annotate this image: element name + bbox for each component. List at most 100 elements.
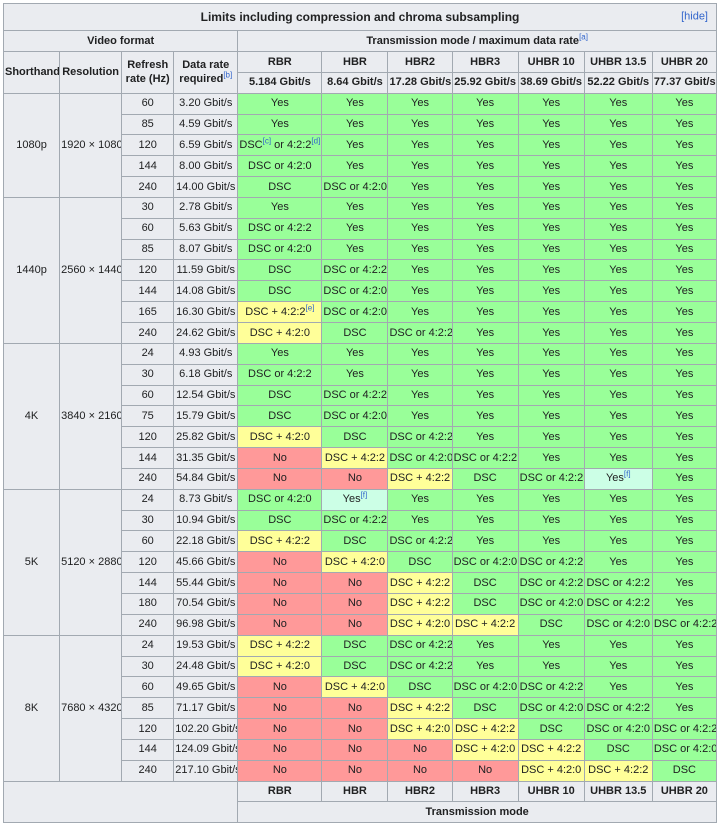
- support-cell: No: [321, 759, 389, 782]
- support-cell: No: [237, 738, 323, 761]
- data-rate-cell: 6.18 Gbit/s: [173, 363, 239, 386]
- support-cell: Yes: [451, 426, 519, 449]
- support-cell: Yes: [387, 488, 453, 511]
- support-cell: DSC: [237, 280, 323, 303]
- support-cell: Yes: [451, 196, 519, 219]
- support-cell: Yes: [321, 155, 389, 178]
- footer-mode-header-hbr: HBR: [321, 780, 389, 803]
- footer-mode-header-hbr2: HBR2: [387, 780, 453, 803]
- support-cell: Yes: [651, 176, 718, 198]
- support-cell: Yes: [651, 697, 718, 720]
- row-5k-120: 120 45.66 Gbit/s No DSC + 4:2:0 DSC DSC or 4:…: [4, 551, 718, 574]
- footnote-ref[interactable]: [e]: [305, 303, 315, 312]
- footnote-ref[interactable]: [f]: [360, 490, 368, 500]
- data-rate-cell: 55.44 Gbit/s: [173, 572, 239, 594]
- title-text: Limits including compression and chroma …: [200, 10, 520, 24]
- resolution-cell: 7680 × 4320: [59, 634, 123, 782]
- support-cell: DSC: [451, 592, 519, 615]
- support-cell: Yes: [583, 447, 653, 469]
- mode-header-uhbr-10: UHBR 10: [517, 51, 585, 73]
- support-cell: DSC + 4:2:2: [387, 467, 453, 490]
- support-cell: Yes: [451, 342, 519, 365]
- footnote-ref[interactable]: [d]: [311, 136, 321, 146]
- support-cell: DSC or 4:2:2: [387, 530, 453, 553]
- refresh-rate-cell: 60: [121, 217, 175, 240]
- data-rate-cell: 15.79 Gbit/s: [173, 405, 239, 428]
- support-cell: Yes: [583, 217, 653, 240]
- row-1440p-165: 165 16.30 Gbit/s DSC + 4:2:2[e] DSC or 4:2:…: [4, 301, 718, 323]
- section-header-row: Video format Transmission mode / maximum…: [2, 30, 717, 53]
- support-cell: Yes: [237, 113, 323, 136]
- footnote-ref[interactable]: [f]: [623, 469, 631, 479]
- refresh-rate-cell: 144: [121, 447, 175, 469]
- support-cell: DSC: [451, 697, 519, 720]
- support-cell: Yes: [517, 155, 585, 178]
- support-cell: DSC or 4:2:0: [237, 488, 323, 511]
- support-cell: Yes: [651, 530, 718, 553]
- support-cell: Yes: [321, 363, 389, 386]
- refresh-rate-cell: 30: [121, 363, 175, 386]
- row-5k-24: 5K 5120 × 2880 24 8.73 Gbit/s DSC or 4:2:0 Ye…: [2, 488, 718, 636]
- mode-header-uhbr-20: UHBR 20: [651, 51, 718, 73]
- row-8k-85: 85 71.17 Gbit/s No No DSC + 4:2:2 DSC DSC or 4…: [4, 697, 718, 720]
- support-cell: Yes: [651, 301, 718, 323]
- support-cell: DSC: [321, 530, 389, 553]
- footer-mode-header-uhbr-13.5: UHBR 13.5: [583, 780, 653, 803]
- support-cell: Yes: [321, 196, 389, 219]
- refresh-rate-cell: 30: [121, 509, 175, 532]
- support-cell: DSC + 4:2:0: [387, 718, 453, 740]
- refresh-rate-cell: 120: [121, 551, 175, 574]
- support-cell: DSC: [517, 613, 585, 636]
- footer-mode-header-uhbr-10: UHBR 10: [517, 780, 585, 803]
- footer-transmission-label: Transmission mode: [237, 801, 717, 824]
- support-cell: DSC + 4:2:2: [321, 447, 389, 469]
- footnote-ref[interactable]: [a]: [579, 32, 588, 42]
- support-cell: DSC or 4:2:2: [517, 676, 585, 699]
- support-cell: DSC or 4:2:0: [387, 447, 453, 469]
- support-cell: Yes: [651, 134, 718, 157]
- footnote-ref[interactable]: [c]: [262, 136, 272, 146]
- support-cell: Yes: [387, 259, 453, 282]
- row-8k-120: 120 102.20 Gbit/s No No DSC + 4:2:0 DSC + 4:2…: [4, 718, 718, 740]
- support-cell: DSC + 4:2:0: [237, 322, 323, 344]
- support-cell: DSC: [583, 738, 653, 761]
- shorthand-cell: 1080p: [2, 92, 61, 198]
- resolution-cell: 1920 × 1080: [59, 92, 123, 198]
- support-cell: No: [321, 467, 389, 490]
- support-cell: Yes: [651, 92, 718, 115]
- support-cell: DSC + 4:2:2: [451, 718, 519, 740]
- row-4k-120: 120 25.82 Gbit/s DSC + 4:2:0 DSC DSC or 4:2:…: [4, 426, 718, 449]
- support-cell: DSC or 4:2:0: [451, 676, 519, 699]
- support-cell: Yes: [651, 280, 718, 303]
- refresh-rate-cell: 30: [121, 196, 175, 219]
- shorthand-cell: 4K: [2, 342, 61, 490]
- support-cell: DSC + 4:2:2: [451, 613, 519, 636]
- refresh-rate-cell: 240: [121, 176, 175, 198]
- mode-header-hbr2: HBR2: [387, 51, 453, 73]
- data-rate-cell: 11.59 Gbit/s: [173, 259, 239, 282]
- row-8k-60: 60 49.65 Gbit/s No DSC + 4:2:0 DSC DSC or 4:2…: [4, 676, 718, 699]
- footer-mode-header-hbr3: HBR3: [451, 780, 519, 803]
- data-rate-cell: 24.62 Gbit/s: [173, 322, 239, 344]
- support-cell: DSC[c] or 4:2:2[d]: [237, 134, 323, 157]
- data-rate-cell: 8.00 Gbit/s: [173, 155, 239, 178]
- support-cell: Yes: [517, 217, 585, 240]
- support-cell: Yes: [387, 217, 453, 240]
- refresh-rate-cell: 24: [121, 634, 175, 657]
- support-cell: Yes: [321, 134, 389, 157]
- support-cell: Yes: [583, 676, 653, 699]
- support-cell: DSC + 4:2:2: [387, 697, 453, 720]
- refresh-rate-cell: 24: [121, 342, 175, 365]
- support-cell: DSC or 4:2:0: [517, 592, 585, 615]
- support-cell: Yes: [387, 134, 453, 157]
- footnote-ref[interactable]: [b]: [223, 70, 233, 80]
- refresh-rate-cell: 144: [121, 155, 175, 178]
- mode-header-uhbr-13.5: UHBR 13.5: [583, 51, 653, 73]
- support-cell: Yes: [583, 488, 653, 511]
- support-cell: No: [237, 759, 323, 782]
- support-cell: Yes: [651, 509, 718, 532]
- mode-max-rate-hbr: 8.64 Gbit/s: [321, 71, 389, 94]
- support-cell: DSC or 4:2:2: [387, 322, 453, 344]
- refresh-rate-cell: 144: [121, 280, 175, 303]
- hide-link[interactable]: [hide]: [681, 10, 708, 23]
